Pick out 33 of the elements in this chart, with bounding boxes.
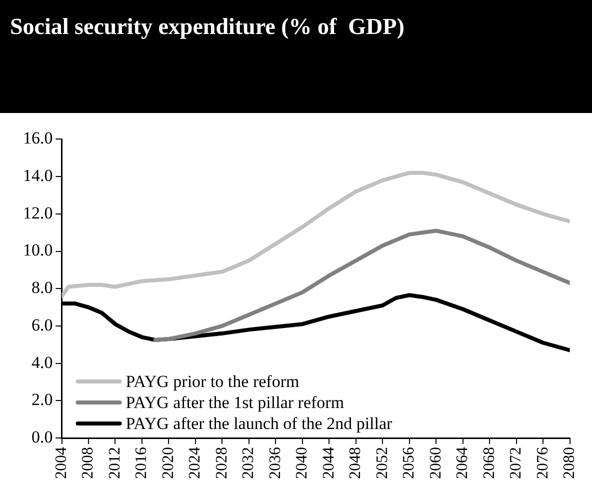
x-tick-label: 2068 xyxy=(480,447,498,479)
x-tick-label: 2028 xyxy=(213,447,230,479)
x-tick-label: 2036 xyxy=(266,447,284,479)
legend-label: PAYG after the 1st pillar reform xyxy=(126,392,344,412)
y-tick-label: 10.0 xyxy=(23,240,53,260)
y-tick-label: 2.0 xyxy=(32,390,53,410)
x-tick-label: 2048 xyxy=(347,447,364,479)
chart-title: Social security expenditure (% of GDP) xyxy=(10,14,404,40)
x-tick-label: 2080 xyxy=(561,447,578,479)
x-tick-label: 2024 xyxy=(186,447,204,479)
x-tick-label: 2004 xyxy=(52,447,70,479)
x-tick-label: 2008 xyxy=(80,447,97,479)
y-tick-label: 4.0 xyxy=(32,352,53,372)
y-tick-label: 12.0 xyxy=(23,203,53,222)
y-tick-label: 16.0 xyxy=(23,128,53,148)
x-tick-label: 2032 xyxy=(240,447,258,479)
y-tick-label: 8.0 xyxy=(32,278,53,298)
x-tick-label: 2040 xyxy=(294,447,311,479)
x-tick-label: 2052 xyxy=(374,447,391,479)
y-tick-label: 14.0 xyxy=(23,166,53,186)
x-tick-label: 2072 xyxy=(508,447,525,479)
x-tick-label: 2044 xyxy=(320,447,338,479)
legend-label: PAYG after the launch of the 2nd pillar xyxy=(126,414,393,433)
legend-label: PAYG prior to the reform xyxy=(126,372,300,391)
x-tick-label: 2012 xyxy=(106,447,124,479)
x-tick-label: 2056 xyxy=(400,447,418,479)
x-tick-label: 2016 xyxy=(133,447,150,479)
x-tick-label: 2064 xyxy=(454,447,472,479)
x-tick-label: 2076 xyxy=(534,447,552,479)
y-tick-label: 0.0 xyxy=(32,427,53,446)
y-tick-label: 6.0 xyxy=(32,315,53,334)
x-tick-label: 2020 xyxy=(160,447,177,479)
x-tick-label: 2060 xyxy=(427,447,444,479)
